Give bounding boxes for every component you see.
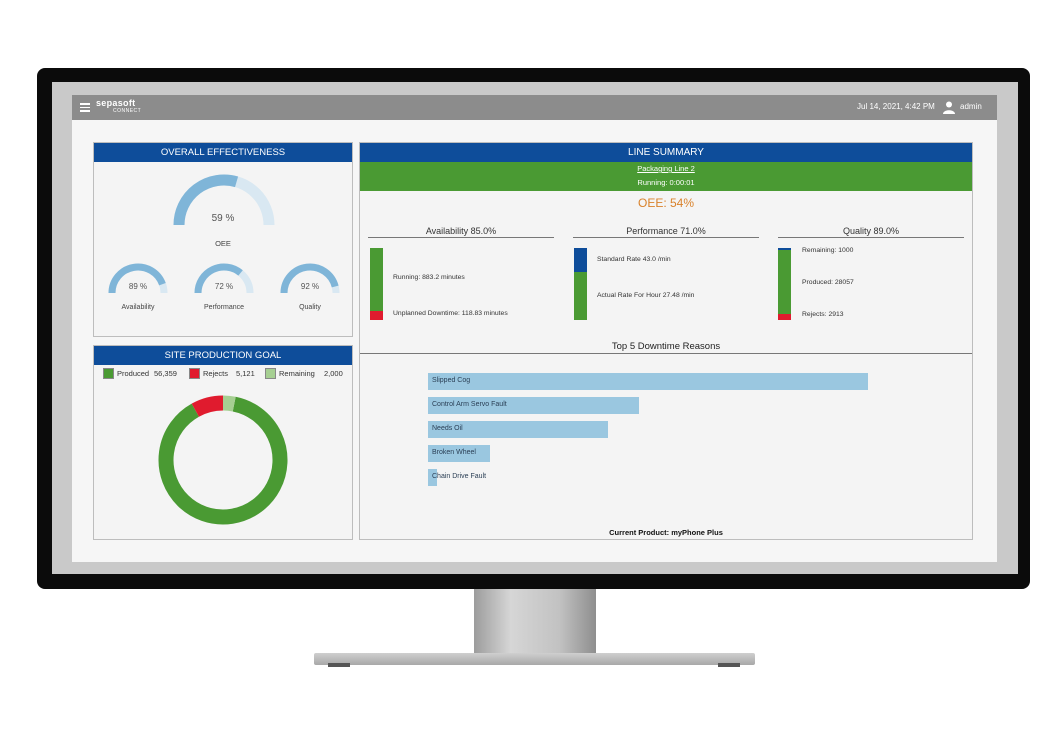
downtime-bar[interactable] (428, 421, 609, 438)
quality-produced: Produced: 28057 (802, 279, 854, 286)
hamburger-menu-icon[interactable] (80, 103, 90, 112)
availability-stack-bar (370, 248, 383, 320)
legend-label-rejects: Rejects (203, 369, 229, 378)
performance-gauge (194, 263, 254, 294)
downtime-title: Top 5 Downtime Reasons (611, 341, 721, 352)
legend-value-remaining: 2,000 (324, 369, 343, 378)
remaining-segment (778, 248, 791, 251)
monitor-stand-base (314, 653, 755, 665)
panel-title: SITE PRODUCTION GOAL (94, 346, 352, 365)
user-icon[interactable] (943, 101, 955, 114)
oee-summary: OEE: 54% (637, 196, 695, 210)
quality-header: Quality 89.0% (778, 226, 964, 238)
donut-slice-remaining (222, 395, 236, 412)
downtime-bar-label: Needs Oil (432, 425, 463, 432)
oee-label: OEE (215, 239, 231, 248)
username[interactable]: admin (960, 102, 982, 111)
performance-value: 72 % (214, 282, 234, 291)
downtime-bar-label: Slipped Cog (432, 377, 471, 384)
performance-header: Performance 71.0% (573, 226, 759, 238)
donut-slice-produced (158, 396, 288, 525)
produced-segment (778, 250, 791, 314)
panel-title: LINE SUMMARY (360, 143, 972, 162)
downtime-bar-label: Broken Wheel (432, 449, 476, 456)
legend-swatch-produced (103, 368, 114, 379)
quality-label: Quality (299, 304, 321, 311)
downtime-bar[interactable] (428, 445, 490, 462)
line-status: Running: 0:00:01 (360, 176, 972, 191)
monitor-stand-neck (474, 589, 596, 655)
production-donut-chart (158, 395, 288, 525)
site-production-goal-panel: SITE PRODUCTION GOAL Produced 56,359 Rej… (93, 345, 353, 540)
performance-stack-bar (574, 248, 587, 320)
quality-value: 92 % (300, 282, 320, 291)
running-minutes: Running: 883.2 minutes (393, 274, 465, 281)
availability-value: 89 % (128, 282, 148, 291)
oee-gauge (173, 174, 275, 226)
downtime-bar-label: Control Arm Servo Fault (432, 401, 507, 408)
downtime-bar-chart: Slipped Cog Control Arm Servo Fault Needs … (428, 373, 888, 493)
line-summary-panel: LINE SUMMARY Packaging Line 2 Running: 0… (359, 142, 973, 540)
actual-rate-segment (574, 272, 587, 320)
donut-slice-rejects (191, 395, 224, 417)
downtime-bar-label: Chain Drive Fault (432, 473, 487, 480)
datetime-display: Jul 14, 2021, 4:42 PM (857, 102, 935, 111)
legend-label-remaining: Remaining (279, 369, 315, 378)
current-product: Current Product: myPhone Plus (609, 528, 723, 537)
stand-foot-right (718, 663, 740, 667)
quality-rejects: Rejects: 2913 (802, 311, 844, 318)
legend-value-produced: 56,359 (154, 369, 177, 378)
panel-title: OVERALL EFFECTIVENESS (94, 143, 352, 162)
performance-label: Performance (203, 304, 245, 311)
stand-foot-left (328, 663, 350, 667)
quality-stack-bar (778, 248, 791, 320)
rejects-segment (778, 313, 791, 320)
running-segment (370, 248, 383, 312)
standard-rate-segment (574, 248, 587, 273)
dashboard-app: sepasoft CONNECT Jul 14, 2021, 4:42 PM a… (72, 95, 997, 562)
actual-rate: Actual Rate For Hour 27.48 /min (597, 292, 695, 299)
downtime-bar[interactable] (428, 397, 640, 414)
overall-effectiveness-panel: OVERALL EFFECTIVENESS 59 % OEE 89 % Avai… (93, 142, 353, 337)
quality-gauge (280, 263, 340, 294)
legend-swatch-remaining (265, 368, 276, 379)
legend-label-produced: Produced (117, 369, 150, 378)
section-divider (360, 353, 972, 354)
quality-remaining: Remaining: 1000 (802, 247, 854, 254)
availability-label: Availability (121, 304, 155, 311)
availability-gauge (108, 263, 168, 294)
logo: sepasoft (96, 98, 136, 108)
downtime-segment (370, 311, 383, 320)
line-name-link[interactable]: Packaging Line 2 (360, 162, 972, 176)
standard-rate: Standard Rate 43.0 /min (597, 256, 671, 263)
legend-swatch-rejects (189, 368, 200, 379)
oee-value: 59 % (211, 213, 235, 224)
legend-value-rejects: 5,121 (236, 369, 255, 378)
logo-subtitle: CONNECT (113, 108, 142, 114)
downtime-bar[interactable] (428, 373, 868, 390)
unplanned-downtime: Unplanned Downtime: 118.83 minutes (393, 310, 508, 317)
top-bar: sepasoft CONNECT Jul 14, 2021, 4:42 PM a… (72, 95, 997, 120)
downtime-bar[interactable] (428, 469, 437, 486)
availability-header: Availability 85.0% (368, 226, 554, 238)
